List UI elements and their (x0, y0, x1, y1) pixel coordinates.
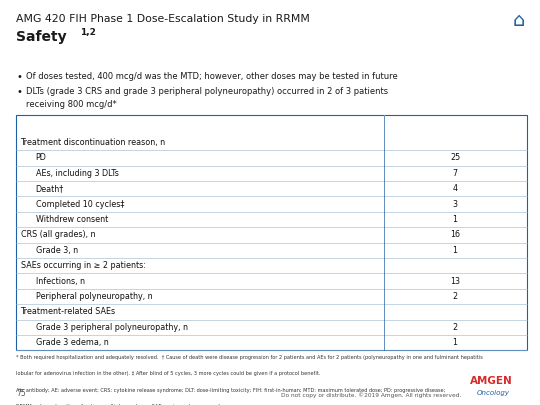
Text: Oncology: Oncology (476, 390, 509, 396)
Text: Peripheral polyneuropathy, n: Peripheral polyneuropathy, n (36, 292, 152, 301)
Text: AMG 420 FIH Phase 1 Dose-Escalation Study in RRMM: AMG 420 FIH Phase 1 Dose-Escalation Stud… (16, 14, 310, 24)
Text: 25: 25 (450, 153, 460, 162)
Text: Infections, n: Infections, n (36, 277, 85, 286)
Text: 1: 1 (453, 338, 457, 347)
Text: 1: 1 (453, 246, 457, 255)
Text: Of doses tested, 400 mcg/d was the MTD; however, other doses may be tested in fu: Of doses tested, 400 mcg/d was the MTD; … (26, 72, 397, 81)
Text: 4: 4 (453, 184, 457, 193)
Text: PD: PD (36, 153, 46, 162)
Text: Treatment discontinuation reason, n: Treatment discontinuation reason, n (21, 138, 166, 147)
Text: CRS (all grades), n: CRS (all grades), n (21, 230, 95, 239)
Text: Grade 3, n: Grade 3, n (36, 246, 78, 255)
Text: 2: 2 (453, 323, 457, 332)
Text: AEs, including 3 DLTs: AEs, including 3 DLTs (36, 169, 118, 178)
Text: Safety: Safety (16, 30, 67, 45)
Text: lobular for adenovirus infection in the other). ‡ After blind of 5 cycles, 3 mor: lobular for adenovirus infection in the … (16, 371, 321, 376)
Text: Safety results: Safety results (22, 119, 93, 129)
Text: * Both required hospitalization and adequately resolved.  † Cause of death were : * Both required hospitalization and adeq… (16, 355, 483, 360)
Text: 16: 16 (450, 230, 460, 239)
Text: Do not copy or distribute. ©2019 Amgen. All rights reserved.: Do not copy or distribute. ©2019 Amgen. … (281, 392, 461, 398)
Text: 1,2: 1,2 (80, 28, 96, 37)
Text: Ab: antibody; AE: adverse event; CRS: cytokine release syndrome; DLT: dose-limit: Ab: antibody; AE: adverse event; CRS: cy… (16, 388, 445, 392)
Text: AMGEN: AMGEN (470, 375, 512, 386)
Text: Grade 3 edema, n: Grade 3 edema, n (36, 338, 109, 347)
Text: RRMM: relapsed and/or refractory multiple myeloma; SAE: serious adverse event.: RRMM: relapsed and/or refractory multipl… (16, 404, 222, 405)
Text: 2: 2 (453, 292, 457, 301)
Text: SAEs occurring in ≥ 2 patients:: SAEs occurring in ≥ 2 patients: (21, 261, 145, 270)
Text: N = 42: N = 42 (438, 119, 472, 129)
Text: Withdrew consent: Withdrew consent (36, 215, 108, 224)
Text: 13: 13 (450, 277, 460, 286)
Text: 1: 1 (453, 215, 457, 224)
Text: Completed 10 cycles‡: Completed 10 cycles‡ (36, 200, 124, 209)
Text: •: • (16, 72, 22, 82)
Text: DLTs (grade 3 CRS and grade 3 peripheral polyneuropathy) occurred in 2 of 3 pati: DLTs (grade 3 CRS and grade 3 peripheral… (26, 87, 388, 96)
Text: 7: 7 (453, 169, 457, 178)
Text: receiving 800 mcg/d*: receiving 800 mcg/d* (26, 100, 117, 109)
Text: 3: 3 (453, 200, 457, 209)
Text: ⌂: ⌂ (512, 11, 525, 30)
Text: Death†: Death† (36, 184, 64, 193)
Text: Grade 3 peripheral polyneuropathy, n: Grade 3 peripheral polyneuropathy, n (36, 323, 187, 332)
Text: Treatment-related SAEs: Treatment-related SAEs (21, 307, 116, 316)
Text: •: • (16, 87, 22, 98)
Text: 75: 75 (16, 389, 26, 398)
